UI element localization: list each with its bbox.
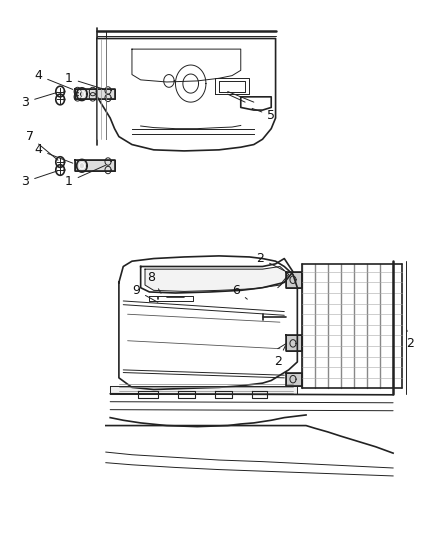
Polygon shape [286,335,302,351]
Text: 9: 9 [132,284,158,302]
Text: 5: 5 [252,108,275,122]
Text: 2: 2 [274,346,285,368]
Text: 4: 4 [35,69,73,90]
Text: 2: 2 [406,330,414,350]
Text: 7: 7 [26,130,58,160]
Text: 1: 1 [65,72,106,90]
Polygon shape [75,160,115,171]
Polygon shape [286,373,302,386]
Polygon shape [145,266,289,292]
Text: 6: 6 [233,284,247,299]
Text: 8: 8 [148,271,161,293]
Text: 1: 1 [65,165,106,188]
Text: 2: 2 [256,252,284,271]
Text: 4: 4 [35,143,73,163]
Polygon shape [286,272,302,288]
Text: 3: 3 [21,171,57,188]
Polygon shape [110,386,297,394]
Text: 3: 3 [21,92,57,109]
Polygon shape [75,89,115,100]
